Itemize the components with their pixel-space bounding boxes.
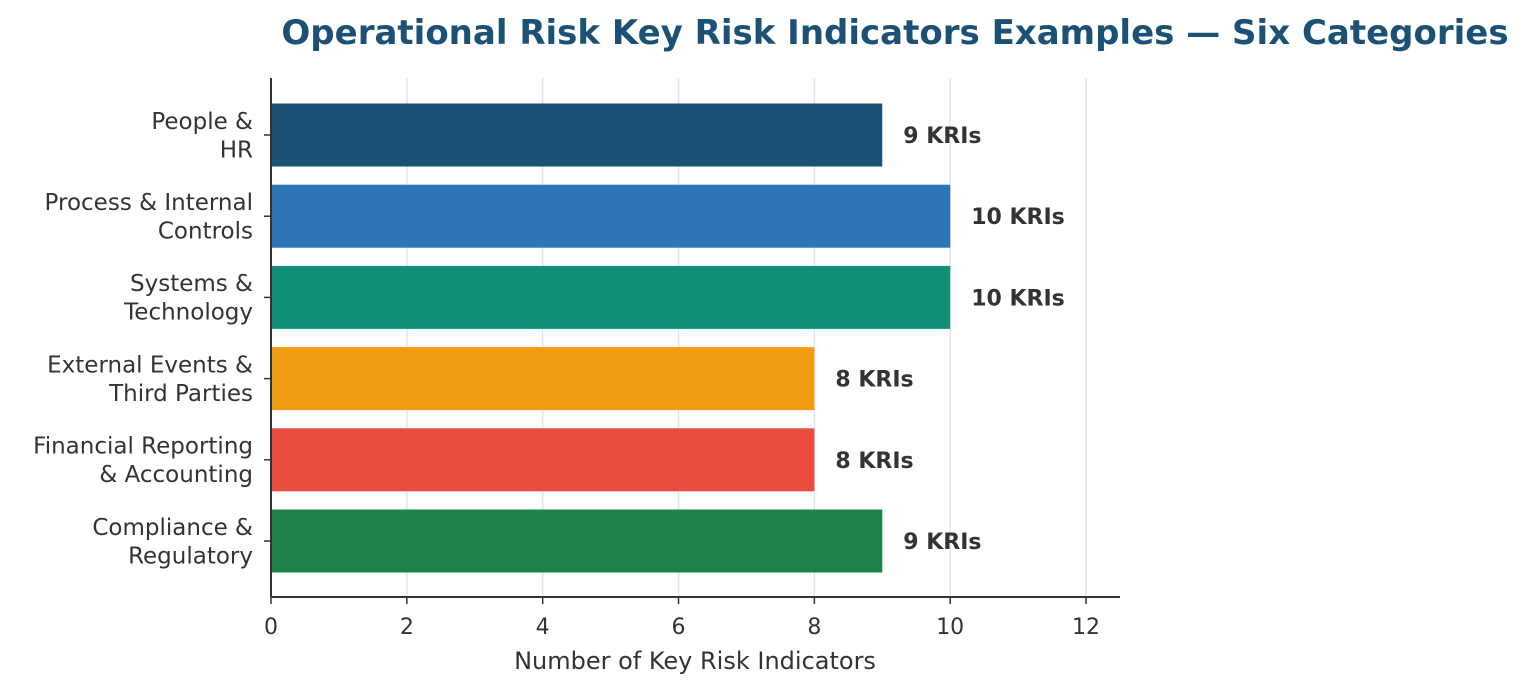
chart-title: Operational Risk Key Risk Indicators Exa… (281, 13, 1508, 53)
category-label: Process & Internal Controls (45, 190, 253, 245)
x-axis-title: Number of Key Risk Indicators (514, 647, 876, 675)
category-label-line: & Accounting (99, 462, 253, 488)
category-labels: People & HR Process & Internal Controls Syst… (33, 109, 271, 570)
category-label-line: Controls (158, 218, 253, 244)
bar (271, 103, 883, 167)
category-label-line: People & (151, 109, 253, 135)
bar (271, 184, 951, 248)
data-label: 8 KRIs (835, 449, 913, 474)
bar (271, 509, 883, 573)
category-label-line: HR (220, 137, 253, 163)
category-label-line: Systems & (130, 271, 253, 297)
category-label-line: Third Parties (108, 381, 253, 407)
category-label-line: Technology (123, 300, 253, 326)
data-label: 9 KRIs (903, 124, 981, 149)
x-tick-label: 2 (400, 615, 414, 640)
category-label: Compliance & Regulatory (92, 515, 253, 570)
x-tick-label: 12 (1072, 615, 1100, 640)
category-label-line: External Events & (47, 352, 253, 378)
data-label: 10 KRIs (971, 286, 1065, 311)
bar (271, 428, 815, 492)
x-tick-label: 8 (807, 615, 821, 640)
bars (271, 103, 951, 573)
x-tick-label: 10 (936, 615, 964, 640)
category-label: Financial Reporting & Accounting (33, 434, 253, 489)
category-label: Systems & Technology (123, 271, 253, 326)
bar (271, 265, 951, 329)
data-labels: 9 KRIs 10 KRIs 10 KRIs 8 KRIs 8 KRIs 9 KRIs (835, 124, 1064, 555)
category-label: People & HR (151, 109, 253, 164)
category-label-line: Regulatory (128, 543, 253, 569)
x-axis-ticks: 0 2 4 6 8 10 12 (264, 597, 1100, 640)
x-tick-label: 6 (672, 615, 686, 640)
data-label: 8 KRIs (835, 368, 913, 393)
category-label-line: Compliance & (92, 515, 253, 541)
category-label-line: Financial Reporting (33, 434, 253, 460)
category-label: External Events & Third Parties (47, 352, 253, 407)
data-label: 9 KRIs (903, 530, 981, 555)
bar (271, 347, 815, 411)
data-label: 10 KRIs (971, 205, 1065, 230)
x-tick-label: 4 (536, 615, 550, 640)
category-label-line: Process & Internal (45, 190, 253, 216)
x-tick-label: 0 (264, 615, 278, 640)
